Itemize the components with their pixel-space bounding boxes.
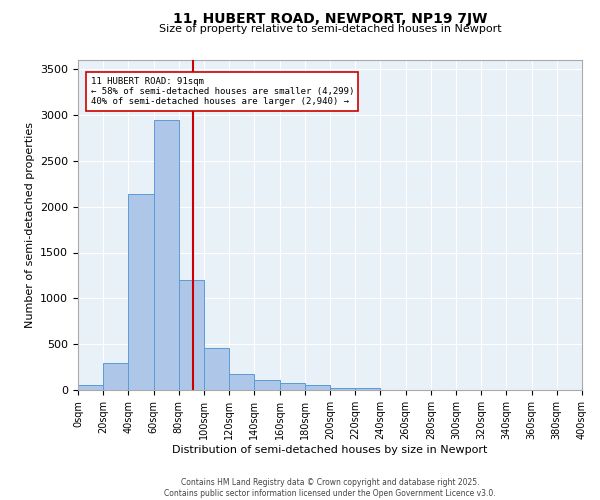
- Text: Contains HM Land Registry data © Crown copyright and database right 2025.
Contai: Contains HM Land Registry data © Crown c…: [164, 478, 496, 498]
- Bar: [179, 280, 204, 390]
- Bar: [128, 194, 154, 390]
- Y-axis label: Number of semi-detached properties: Number of semi-detached properties: [25, 122, 35, 328]
- Bar: [204, 348, 229, 390]
- Bar: [280, 383, 305, 390]
- Bar: [229, 374, 254, 390]
- Bar: [254, 380, 280, 390]
- Bar: [154, 120, 179, 390]
- Bar: [330, 388, 355, 390]
- Text: Size of property relative to semi-detached houses in Newport: Size of property relative to semi-detach…: [158, 24, 502, 34]
- Bar: [355, 388, 380, 390]
- Bar: [103, 364, 128, 390]
- Bar: [305, 385, 330, 390]
- Text: 11 HUBERT ROAD: 91sqm
← 58% of semi-detached houses are smaller (4,299)
40% of s: 11 HUBERT ROAD: 91sqm ← 58% of semi-deta…: [91, 76, 354, 106]
- X-axis label: Distribution of semi-detached houses by size in Newport: Distribution of semi-detached houses by …: [172, 444, 488, 454]
- Text: 11, HUBERT ROAD, NEWPORT, NP19 7JW: 11, HUBERT ROAD, NEWPORT, NP19 7JW: [173, 12, 487, 26]
- Bar: [78, 386, 103, 390]
